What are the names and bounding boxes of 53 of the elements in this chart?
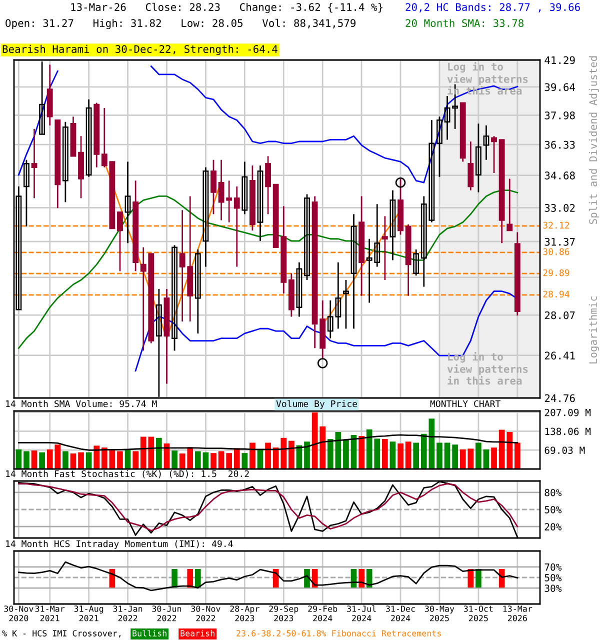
text: Logarithmic: [588, 296, 600, 364]
text: MONTHLY CHART: [430, 400, 500, 408]
ref-line-label: 32.12: [543, 222, 570, 229]
ref-line-label: 30.86: [543, 248, 570, 256]
x-tick-label: 31-Jan 2022: [113, 606, 142, 622]
text: 20 Month SMA: 33.78: [406, 18, 524, 28]
y-tick-label: 207.09 M: [544, 408, 591, 416]
y-tick-label: 36.33: [544, 140, 575, 149]
text: Bearish: [180, 630, 214, 636]
text: Bearish Harami on 30-Dec-22, Strength: -64.4: [2, 44, 278, 56]
chart-title: 14 Month HCS Intraday Momentum (IMI): 49.4: [6, 540, 233, 549]
text: Volume By Price: [276, 400, 357, 409]
y-tick-label: 28.07: [544, 311, 575, 320]
y-tick-label: 37.98: [544, 111, 575, 120]
y-tick-label: 41.29: [544, 56, 575, 64]
chart-title: 14 Month SMA Volume: 95.74 M: [6, 400, 157, 408]
y-axis-title: Split and Dividend Adjusted: [588, 56, 600, 224]
text: 20,2 HC Bands: 28.77 , 39.66: [406, 2, 580, 12]
x-tick-label: 31-Aug 2021: [74, 606, 104, 622]
chart-title: 14 Month Fast Stochastic (%K) (%D): 1.5 20.2: [6, 470, 249, 478]
ref-line-label: 28.94: [543, 290, 570, 298]
y-tick-label: 70%: [544, 563, 562, 571]
x-tick-label: 30-Jun 2022: [152, 606, 182, 622]
x-tick-label: 28-Apr 2023: [230, 606, 260, 622]
y-tick-label: 33.02: [544, 204, 575, 212]
x-tick-label: 31-Jul 2024: [347, 605, 376, 622]
x-tick-label: 29-Sep 2023: [269, 606, 298, 622]
chart-title: 13-Mar-26 Close: 28.23 Change: -3.62 {-11.4 %}: [71, 2, 382, 14]
y-tick-label: 24.76: [544, 394, 575, 402]
y-tick-label: 50%: [544, 574, 562, 582]
text: Bullish: [132, 630, 166, 636]
y-tick-label: 50%: [544, 506, 562, 514]
y-tick-label: 20%: [544, 523, 562, 530]
ref-line-label: 29.89: [543, 269, 570, 276]
x-tick-label: 31-Mar 2021: [35, 606, 65, 622]
y-tick-label: 138.06 M: [545, 428, 591, 436]
x-tick-label: 31-Dec 2024: [386, 606, 415, 622]
x-tick-label: 13-Mar 2026: [503, 606, 532, 622]
y-tick-label: 26.41: [544, 352, 575, 360]
y-tick-label: 30%: [544, 584, 562, 592]
x-tick-label: 29-Feb 2024: [308, 605, 338, 622]
x-tick-label: 30-May 2025: [424, 606, 454, 622]
text: 23.6-38.2-50-61.8% Fibonacci Retracements: [236, 630, 441, 636]
y-tick-label: 31.37: [544, 238, 575, 246]
x-tick-label: 30-Nov 2020: [4, 606, 34, 622]
y-tick-label: 80%: [544, 488, 562, 496]
y-tick-label: 69.03 M: [544, 446, 585, 454]
x-tick-label: 30-Nov 2022: [191, 606, 220, 622]
chart-subtitle: Open: 31.27 High: 31.82 Low: 28.05 Vol: 88,341,579: [6, 18, 356, 30]
text: % K - HCS IMI Crossover,: [2, 630, 120, 638]
y-tick-label: 39.64: [544, 83, 576, 92]
y-tick-label: 34.68: [544, 172, 575, 180]
x-tick-label: 31-Oct 2025: [464, 606, 493, 622]
